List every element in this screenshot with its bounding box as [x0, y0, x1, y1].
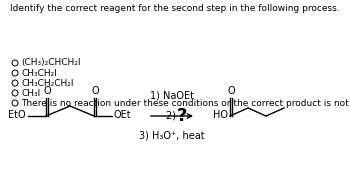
- Text: CH₃I: CH₃I: [21, 88, 40, 98]
- Text: EtO: EtO: [8, 110, 26, 120]
- Text: HO: HO: [213, 110, 228, 120]
- Text: ?: ?: [177, 107, 187, 125]
- Text: O: O: [43, 86, 51, 96]
- Text: 3) H₃O⁺, heat: 3) H₃O⁺, heat: [139, 130, 205, 140]
- Text: O: O: [227, 86, 235, 96]
- Text: CH₃CH₂I: CH₃CH₂I: [21, 69, 57, 77]
- Text: (CH₃)₂CHCH₂I: (CH₃)₂CHCH₂I: [21, 59, 80, 67]
- Text: There is no reaction under these conditions or the correct product is not listed: There is no reaction under these conditi…: [21, 98, 350, 108]
- Text: 1) NaOEt: 1) NaOEt: [150, 90, 194, 100]
- Text: 2): 2): [166, 111, 179, 121]
- Text: Identify the correct reagent for the second step in the following process.: Identify the correct reagent for the sec…: [10, 4, 340, 13]
- Text: CH₃CH₂CH₂I: CH₃CH₂CH₂I: [21, 78, 74, 88]
- Text: OEt: OEt: [113, 110, 131, 120]
- Text: O: O: [91, 86, 99, 96]
